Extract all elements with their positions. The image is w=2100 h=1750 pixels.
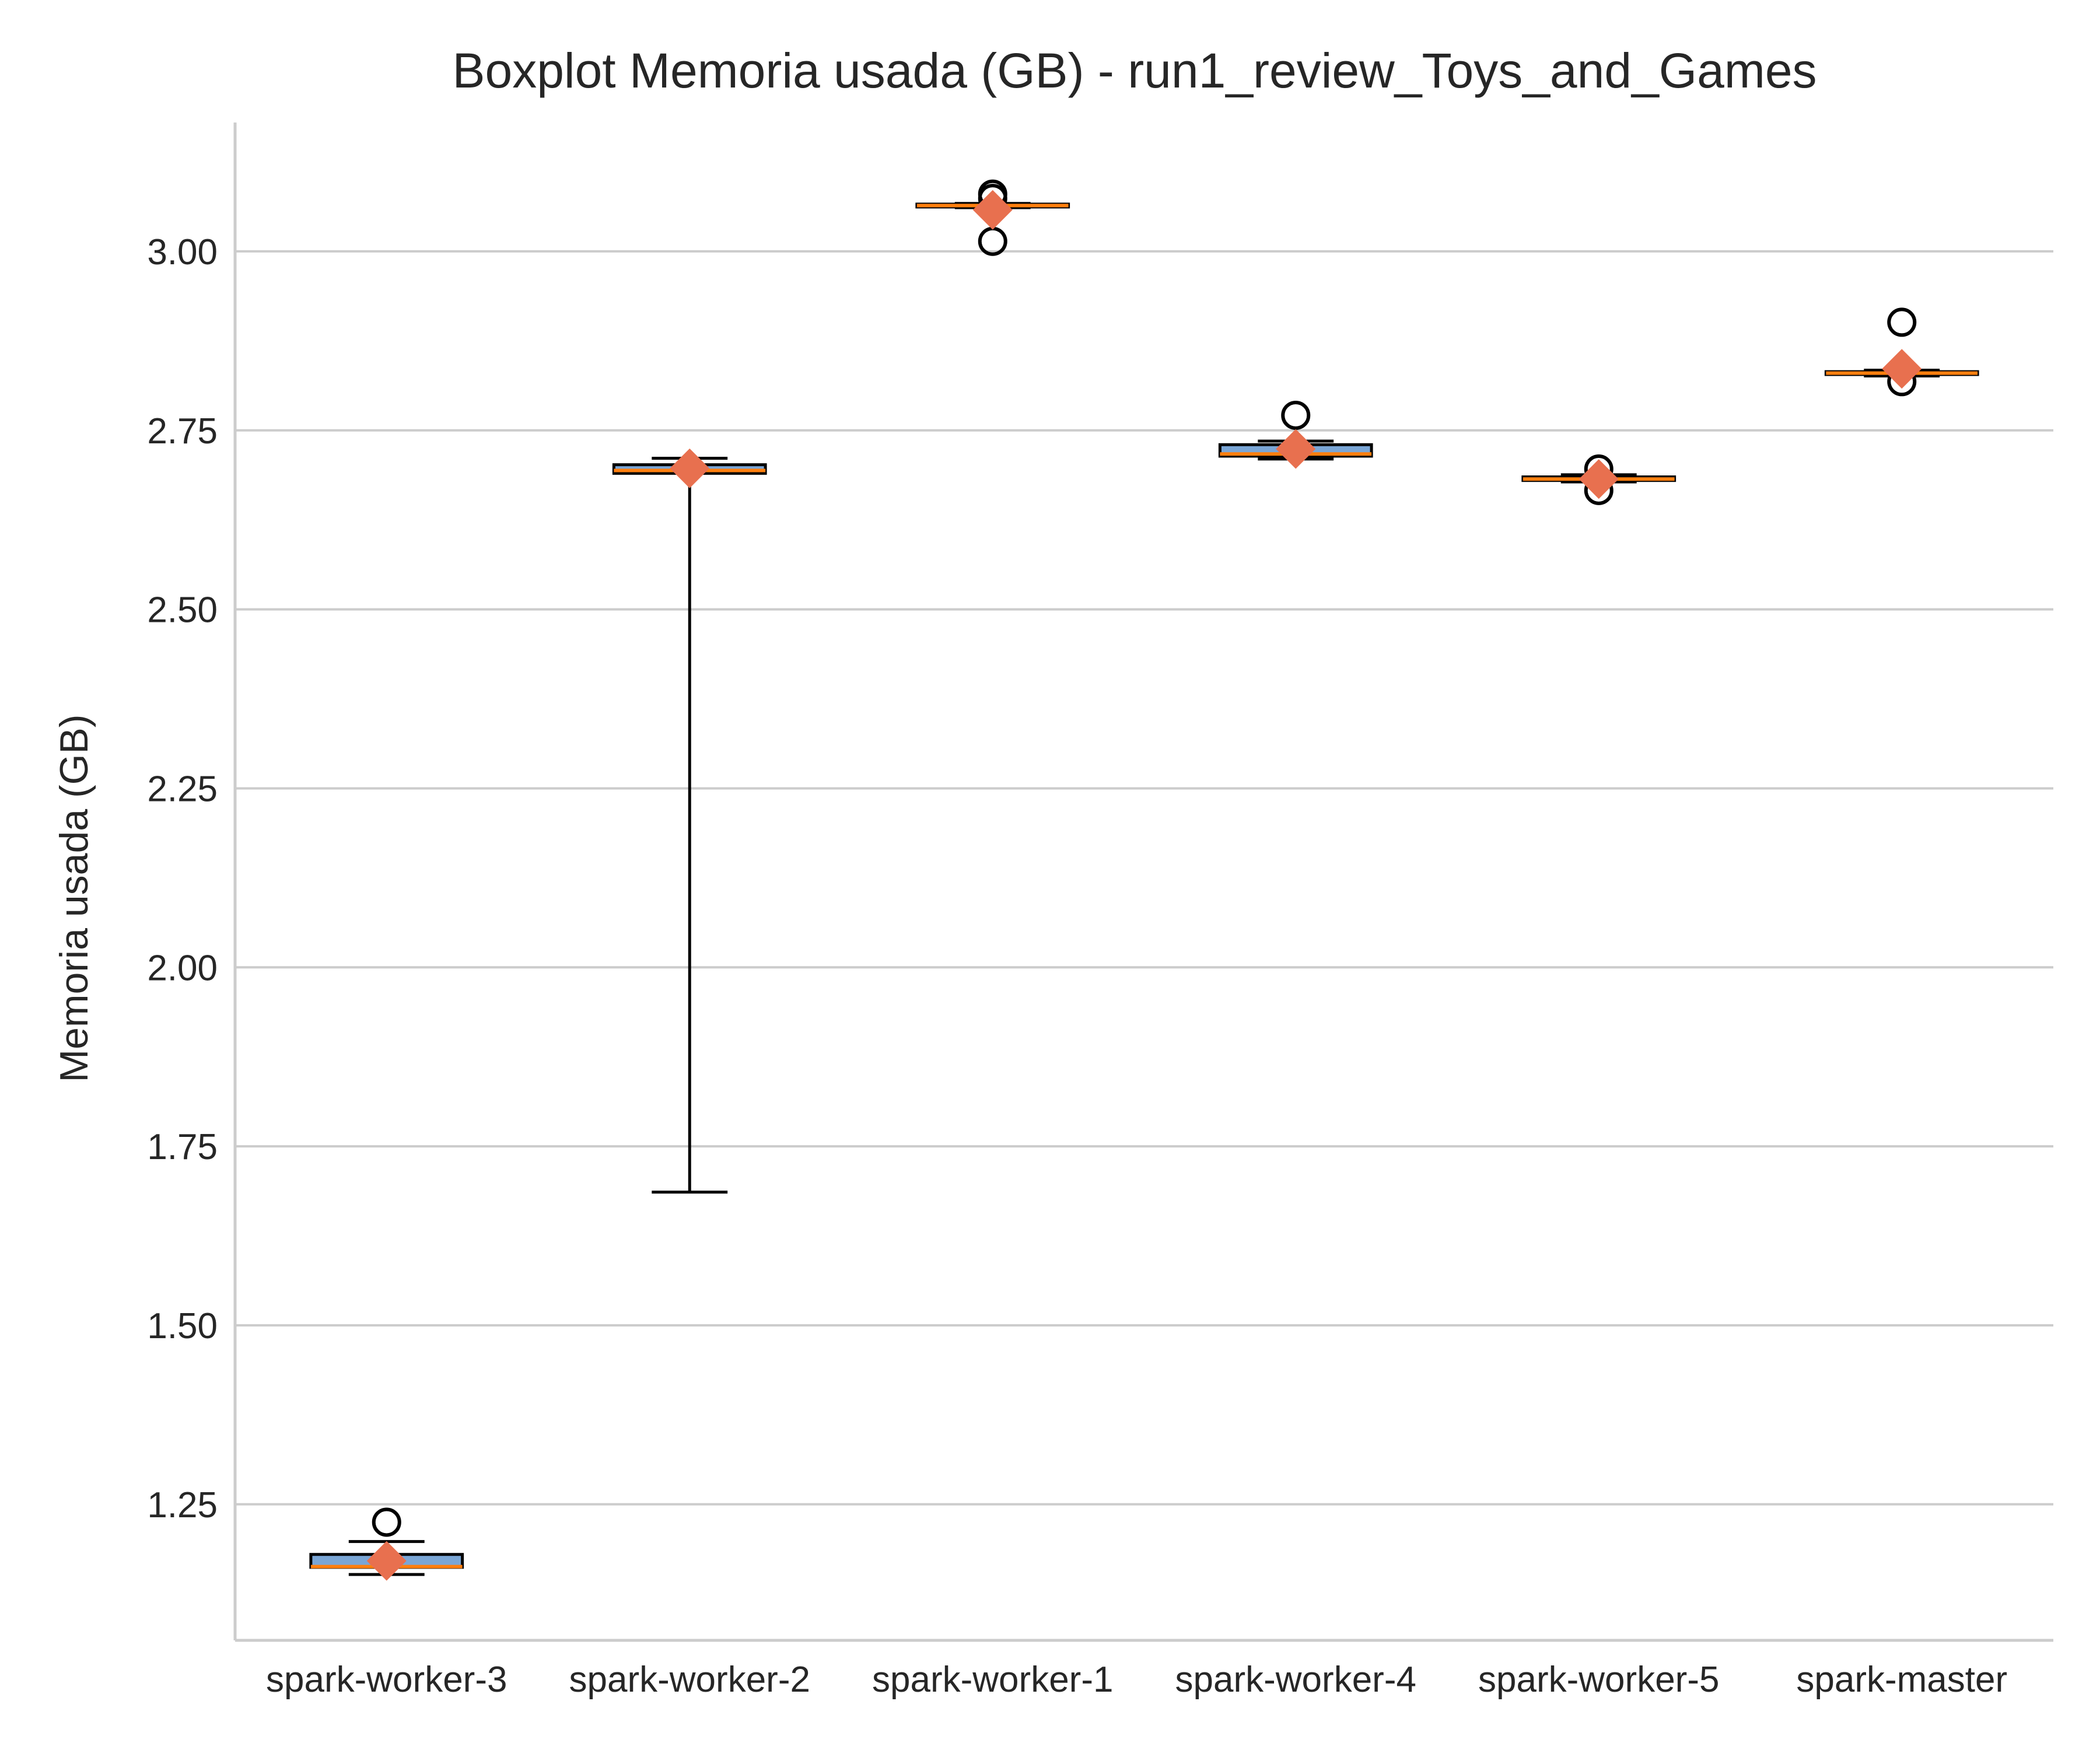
mean-marker [670, 448, 710, 488]
outlier-point [372, 1507, 401, 1537]
axes [233, 123, 2053, 1642]
y-tick-label: 2.75 [147, 411, 218, 452]
x-tick-label: spark-worker-4 [1175, 1660, 1416, 1700]
x-tick-labels: spark-worker-3 spark-worker-2 spark-worker… [266, 1660, 2007, 1700]
y-tick-label: 1.25 [147, 1485, 218, 1525]
mean-marker [366, 1541, 407, 1581]
y-tick-labels: 1.25 1.50 1.75 2.00 2.25 2.50 2.75 3.00 [147, 232, 218, 1525]
y-tick-label: 1.50 [147, 1306, 218, 1346]
y-tick-label: 1.75 [147, 1127, 218, 1167]
outlier-point [1281, 400, 1311, 430]
box-group [1824, 307, 1979, 397]
x-tick-label: spark-worker-1 [872, 1660, 1113, 1700]
y-tick-label: 3.00 [147, 232, 218, 272]
x-tick-label: spark-worker-3 [266, 1660, 507, 1700]
y-axis-label: Memoria usada (GB) [52, 714, 96, 1082]
x-tick-label: spark-worker-2 [569, 1660, 810, 1700]
mean-marker [1276, 429, 1316, 469]
chart-title: Boxplot Memoria usada (GB) - run1_review… [452, 43, 1817, 98]
mean-marker [1578, 459, 1619, 499]
y-tick-label: 2.50 [147, 590, 218, 631]
box-group [612, 448, 767, 1194]
box-group [1521, 454, 1676, 505]
y-tick-label: 2.25 [147, 769, 218, 809]
x-tick-label: spark-master [1796, 1660, 2007, 1700]
mean-marker [972, 190, 1013, 230]
box-group [1218, 400, 1373, 469]
y-tick-label: 2.00 [147, 948, 218, 988]
boxes [309, 179, 1979, 1581]
outlier-point [1887, 307, 1917, 337]
x-tick-label: spark-worker-5 [1478, 1660, 1719, 1700]
box-group [915, 179, 1070, 256]
box-group [309, 1507, 464, 1581]
grid-lines [235, 250, 2053, 1506]
mean-marker [1882, 349, 1922, 389]
